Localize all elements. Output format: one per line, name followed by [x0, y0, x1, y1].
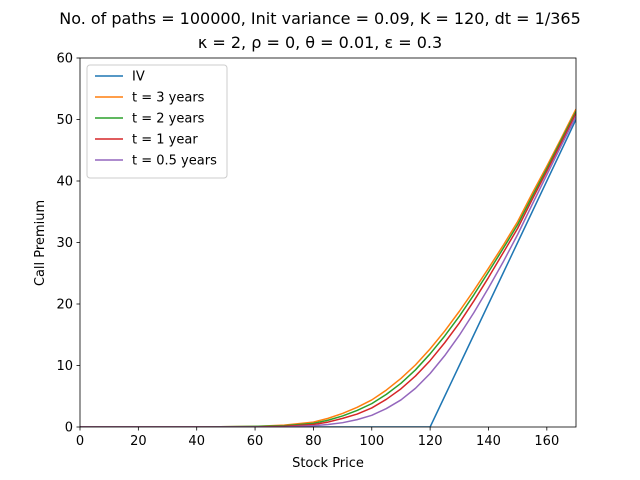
series-lines — [80, 108, 576, 427]
x-tick-label: 140 — [476, 434, 501, 449]
x-tick-label: 40 — [188, 434, 205, 449]
x-axis-label: Stock Price — [292, 456, 364, 471]
x-tick-label: 100 — [359, 434, 384, 449]
x-tick-label: 160 — [534, 434, 559, 449]
y-tick-label: 40 — [56, 175, 73, 190]
legend-label-4: t = 0.5 years — [132, 154, 217, 169]
y-tick-label: 50 — [56, 113, 73, 128]
legend: IV t = 3 years t = 2 years t = 1 year t = 0.… — [86, 64, 228, 179]
y-tick-label: 60 — [56, 52, 73, 67]
x-tick-label: 0 — [76, 434, 84, 449]
legend-label-2: t = 2 years — [132, 112, 205, 127]
y-tick-label: 20 — [56, 298, 73, 313]
series-line-4 — [80, 116, 576, 427]
x-tick-label: 60 — [247, 434, 264, 449]
y-tick-label: 10 — [56, 359, 73, 374]
x-tick-label: 80 — [305, 434, 322, 449]
x-tick-label: 120 — [418, 434, 443, 449]
legend-label-3: t = 1 year — [132, 133, 198, 148]
axis-ticks: 0 20 40 60 80 100 120 140 160 0 10 20 30 40 50 60 — [56, 52, 559, 450]
legend-box — [86, 64, 228, 179]
legend-label-0: IV — [132, 70, 145, 85]
chart-title-line1: No. of paths = 100000, Init variance = 0… — [59, 9, 581, 28]
y-axis-label: Call Premium — [33, 200, 48, 286]
chart-title-line2: κ = 2, ρ = 0, θ = 0.01, ε = 0.3 — [198, 33, 442, 52]
series-line-0 — [80, 119, 576, 427]
x-tick-label: 20 — [130, 434, 147, 449]
legend-label-1: t = 3 years — [132, 91, 205, 106]
y-tick-label: 0 — [65, 421, 73, 436]
y-tick-label: 30 — [56, 236, 73, 251]
